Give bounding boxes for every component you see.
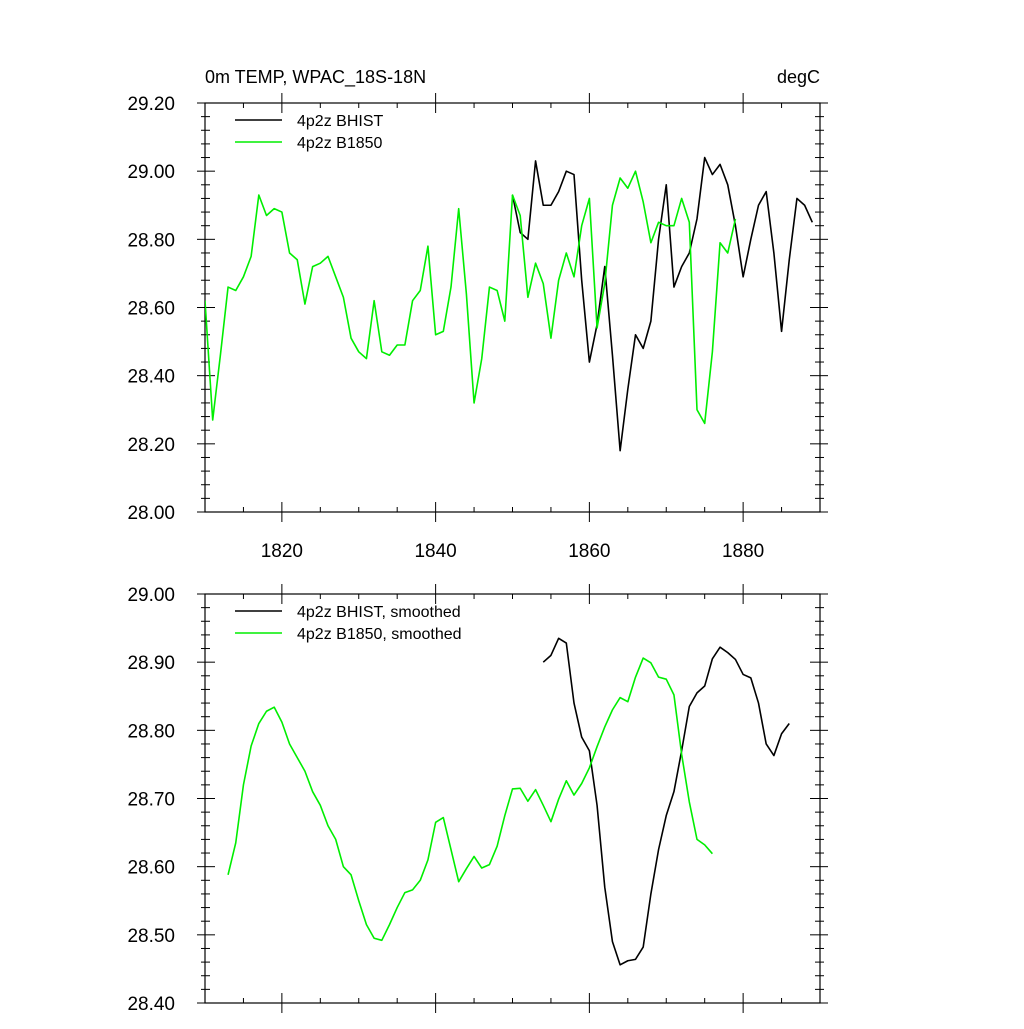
y-tick-label: 28.60 [127, 858, 175, 879]
series-line-bhist [542, 637, 790, 966]
legend-label: 4p2z B1850 [297, 135, 383, 152]
y-tick-label: 28.60 [127, 299, 175, 320]
x-tick-label: 1820 [261, 541, 303, 562]
y-tick-label: 28.80 [127, 230, 175, 251]
y-tick-label: 28.00 [127, 503, 175, 524]
panel-bottom: 28.40 28.50 28.60 28.70 28.80 28.90 29.00 4p2z … [127, 584, 828, 1015]
plot-frame [204, 102, 821, 513]
x-tick-label: 1860 [568, 541, 610, 562]
y-tick-label: 28.80 [127, 721, 175, 742]
legend-label: 4p2z BHIST [297, 113, 383, 130]
y-tick-label: 29.00 [127, 585, 175, 606]
series-line-b1850 [205, 170, 737, 425]
y-tick-label: 28.50 [127, 926, 175, 947]
y-tick-label: 28.70 [127, 790, 175, 811]
x-tick-label: 1840 [414, 541, 456, 562]
units-label: degC [777, 67, 820, 87]
y-tick-label: 28.90 [127, 653, 175, 674]
chart-title: 0m TEMP, WPAC_18S-18N [205, 67, 426, 88]
plot-frame [204, 593, 821, 1004]
y-tick-label: 28.20 [127, 435, 175, 456]
y-tick-label: 29.00 [127, 162, 175, 183]
y-tick-label: 29.20 [127, 94, 175, 115]
x-tick-label: 1880 [722, 541, 764, 562]
y-tick-label: 28.40 [127, 367, 175, 388]
y-tick-label: 28.40 [127, 994, 175, 1015]
series-line-b1850 [227, 657, 713, 942]
legend-label: 4p2z BHIST, smoothed [297, 604, 461, 621]
legend-label: 4p2z B1850, smoothed [297, 626, 462, 643]
panel-top: 0m TEMP, WPAC_18S-18N degC 1820 1840 1860 188… [127, 67, 828, 562]
series-line-bhist [511, 156, 814, 452]
